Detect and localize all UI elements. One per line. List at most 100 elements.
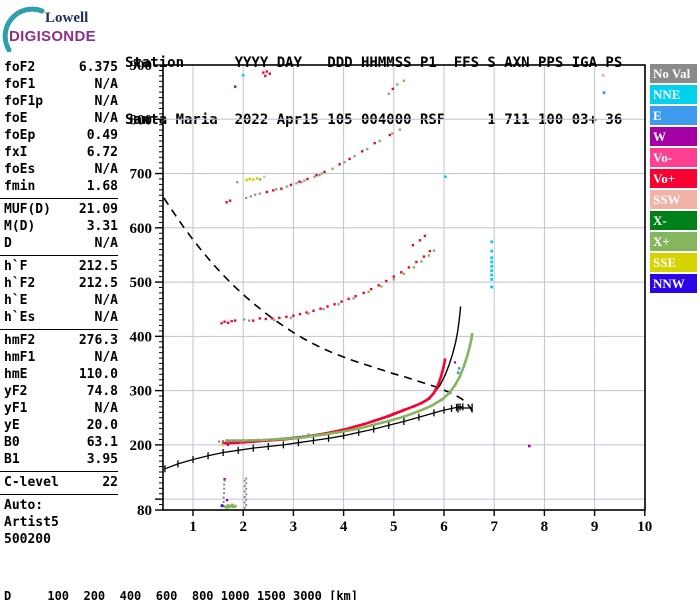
param-divider <box>0 471 118 472</box>
logo-text-digisonde: DIGISONDE <box>9 28 96 45</box>
param-label: h`F <box>4 259 28 274</box>
x-trace-F-1hop-point <box>466 353 469 357</box>
noval-3hop-point <box>249 195 252 198</box>
y-axis-label-800: 800 <box>130 112 153 128</box>
o-trace-2hop-point <box>333 303 336 306</box>
param-label: D <box>4 236 12 251</box>
param-value: N/A <box>94 401 118 416</box>
o-trace-2hop-point <box>415 260 418 264</box>
param-label: hmF2 <box>4 333 36 348</box>
x-axis-label-8: 8 <box>541 519 549 535</box>
es-blob-point <box>233 504 237 508</box>
o-trace-F-1hop-point <box>221 442 225 445</box>
o-trace-2hop-point <box>326 305 329 308</box>
x-trace-F-1hop-point <box>462 364 466 367</box>
x-trace-F-1hop-point <box>453 383 457 387</box>
muf-distance-row: D 100 200 400 600 800 1000 1500 3000 [km… <box>4 589 359 600</box>
e-dots-cusp-point <box>456 371 460 374</box>
o-trace-3hop-point <box>265 190 268 194</box>
legend-item-nne: NNE <box>650 85 697 104</box>
param-label: hmE <box>4 367 28 382</box>
high-dots-o-point <box>268 72 271 75</box>
x-axis-label-4: 4 <box>340 519 348 535</box>
param-row-hes: h`Es N/A <box>4 309 118 326</box>
sse-3hop-point <box>248 177 251 181</box>
param-row-ye: yE 20.0 <box>4 417 118 434</box>
o-trace-2hop-point <box>264 317 267 321</box>
o-trace-2hop-point <box>285 315 288 318</box>
param-value: N/A <box>94 236 118 251</box>
high-dots-x-point <box>387 92 390 95</box>
x-trace-2hop-point <box>322 308 325 311</box>
o-trace-2hop-point <box>278 316 281 320</box>
param-row-fxi: fxI 6.72 <box>4 144 118 161</box>
x-trace-3hop-point <box>331 167 334 170</box>
muf-transmission-curve <box>163 197 473 412</box>
param-value: N/A <box>94 94 118 109</box>
param-row-500200: 500200 <box>4 531 118 548</box>
es-blob-point <box>226 504 230 508</box>
o-trace-2hop-point <box>370 287 373 291</box>
e-dots-cusp-point <box>457 367 461 370</box>
x-trace-3hop-point <box>391 132 394 135</box>
dotted-column-1-point <box>223 479 226 482</box>
es-blob-point <box>231 505 235 509</box>
legend-item-x-: X- <box>650 211 697 230</box>
param-row-hf: h`F 212.5 <box>4 258 118 275</box>
o-trace-2hop-point <box>305 311 308 314</box>
nne-dots-point <box>241 74 245 77</box>
param-value: N/A <box>94 77 118 92</box>
param-label: h`Es <box>4 310 36 325</box>
param-row-hf2: h`F2 212.5 <box>4 275 118 292</box>
o-trace-F-1hop-point <box>412 405 416 408</box>
o-trace-2hop-point <box>226 321 230 324</box>
w-dot-lone-point <box>528 444 531 448</box>
w-dot-trace-start-point <box>227 443 230 446</box>
x-trace-3hop-point <box>259 178 262 181</box>
logo-text-lowell: Lowell <box>45 10 89 26</box>
plot-border <box>162 64 646 511</box>
dotted-column-2-point <box>243 490 246 493</box>
legend-item-vo-: Vo- <box>650 148 697 167</box>
high-dots-o-point <box>262 71 265 74</box>
o-trace-F-1hop-point <box>442 366 445 369</box>
o-trace-2hop-point <box>230 319 233 323</box>
param-row-auto: Auto: <box>4 497 118 514</box>
o-trace-3hop-point <box>272 189 275 192</box>
header-column-titles: Station YYYY DAY DDD HHMMSS P1 FFS S AXN… <box>125 55 623 71</box>
param-divider <box>0 255 118 256</box>
dotted-column-2-point <box>243 501 246 504</box>
o-trace-3hop-point <box>338 163 341 166</box>
dotted-column-2-point <box>243 496 246 498</box>
legend-item-noval: No Val <box>650 64 697 83</box>
nne-dots-point <box>444 175 447 179</box>
param-row-yf1: yF1 N/A <box>4 400 118 417</box>
param-label: h`E <box>4 293 28 308</box>
dotted-column-1-point <box>223 483 226 486</box>
dotted-column-2-point <box>245 504 248 507</box>
o-trace-2hop-point <box>271 317 274 320</box>
x-trace-2hop-point <box>432 249 436 252</box>
nne-column-fxI-point <box>490 278 494 281</box>
legend-item-vo+: Vo+ <box>650 169 697 188</box>
x-trace-F-1hop-point <box>458 374 462 378</box>
x-trace-F-1hop-point <box>322 433 325 436</box>
dotted-column-1-point <box>222 500 225 503</box>
y-axis-label-400: 400 <box>130 329 153 345</box>
dotted-column-2-point <box>245 487 248 490</box>
o-trace-2hop-point <box>252 319 255 322</box>
param-row-clevel: C-level 22 <box>4 474 118 491</box>
param-label: Artist5 <box>4 515 59 530</box>
noval-trace-1hop-point <box>218 440 221 443</box>
noval-3hop-point <box>245 196 248 200</box>
x-trace-F-1hop-point <box>372 423 375 427</box>
nne-column-fxI-point <box>490 273 494 277</box>
o-trace-2hop-point <box>385 279 388 283</box>
param-value: N/A <box>94 310 118 325</box>
w-dot-cusp-point <box>453 361 457 364</box>
x-trace-F-1hop-point <box>447 392 451 395</box>
o-trace-3hop-point <box>323 170 326 174</box>
x-trace-F-1hop-line <box>226 334 474 442</box>
x-trace-2hop-point <box>307 312 310 315</box>
artist-fitted-trace <box>228 306 462 442</box>
